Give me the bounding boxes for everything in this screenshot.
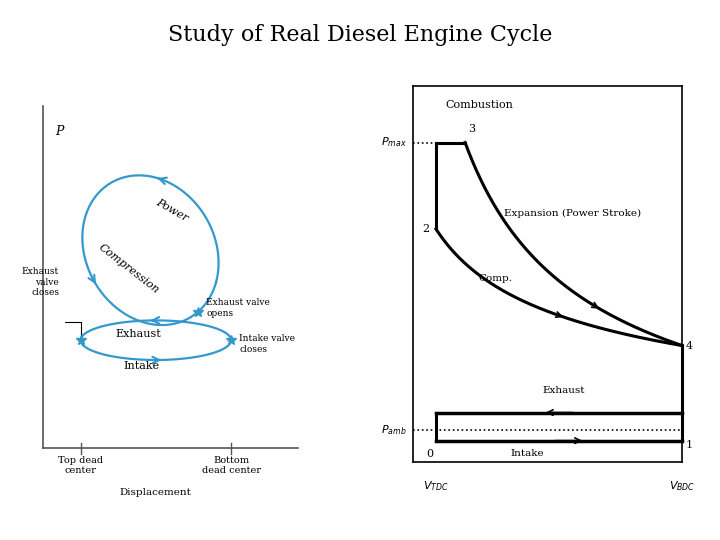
Text: $V_{BDC}$: $V_{BDC}$ xyxy=(669,480,696,494)
Text: Exhaust: Exhaust xyxy=(116,329,161,339)
Text: Bottom
dead center: Bottom dead center xyxy=(202,456,261,475)
Text: 2: 2 xyxy=(423,224,429,234)
Text: $P_{amb}$: $P_{amb}$ xyxy=(381,423,407,437)
Text: 4: 4 xyxy=(685,341,693,350)
Text: Displacement: Displacement xyxy=(120,488,192,497)
Text: Expansion (Power Stroke): Expansion (Power Stroke) xyxy=(504,209,641,218)
Text: Intake valve
closes: Intake valve closes xyxy=(239,334,295,354)
Text: Exhaust valve
opens: Exhaust valve opens xyxy=(206,299,270,318)
Text: Top dead
center: Top dead center xyxy=(58,456,103,475)
Text: Power: Power xyxy=(154,197,189,224)
Text: Compression: Compression xyxy=(97,242,161,295)
Text: 3: 3 xyxy=(469,124,475,134)
Text: P: P xyxy=(55,125,63,138)
Text: 0: 0 xyxy=(426,449,433,460)
Text: Combustion: Combustion xyxy=(446,100,513,110)
Text: 1: 1 xyxy=(685,440,693,450)
Text: Comp.: Comp. xyxy=(478,274,512,283)
Text: Exhaust
valve
closes: Exhaust valve closes xyxy=(22,267,59,297)
Text: $V_{TDC}$: $V_{TDC}$ xyxy=(423,480,449,494)
Text: Exhaust: Exhaust xyxy=(543,386,585,395)
Text: Intake: Intake xyxy=(124,361,160,371)
Text: Intake: Intake xyxy=(510,449,544,458)
Text: $P_{max}$: $P_{max}$ xyxy=(381,136,407,150)
Text: Study of Real Diesel Engine Cycle: Study of Real Diesel Engine Cycle xyxy=(168,24,552,46)
